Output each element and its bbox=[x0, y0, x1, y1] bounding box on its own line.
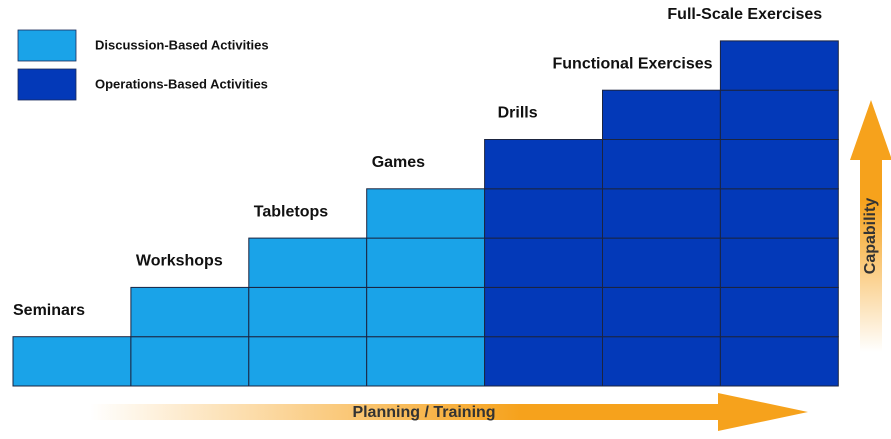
step-block bbox=[248, 237, 368, 288]
legend: Discussion-Based Activities Operations-Ba… bbox=[17, 29, 269, 101]
step-block bbox=[719, 188, 839, 239]
step-block bbox=[248, 286, 368, 338]
step-label: Workshops bbox=[136, 253, 223, 270]
step-block bbox=[366, 286, 486, 338]
x-arrow-label: Planning / Training bbox=[352, 404, 495, 421]
step-block bbox=[484, 139, 604, 190]
step-block bbox=[719, 89, 839, 140]
step-block bbox=[130, 336, 250, 387]
step-block bbox=[12, 336, 132, 387]
legend-label: Discussion-Based Activities bbox=[95, 37, 269, 52]
vertical-arrow bbox=[850, 100, 891, 352]
step-block bbox=[484, 286, 604, 338]
step-label: Functional Exercises bbox=[553, 55, 713, 72]
step-block bbox=[130, 286, 250, 338]
step-block bbox=[484, 336, 604, 387]
step-label: Full-Scale Exercises bbox=[667, 6, 822, 23]
step-block bbox=[602, 89, 721, 140]
step-block bbox=[719, 286, 839, 338]
step-label: Games bbox=[372, 154, 425, 171]
legend-label: Operations-Based Activities bbox=[95, 76, 268, 91]
step-block bbox=[602, 336, 721, 387]
step-label: Drills bbox=[498, 105, 538, 122]
step-block bbox=[602, 286, 721, 338]
step-block bbox=[484, 188, 604, 239]
horizontal-arrow bbox=[90, 393, 808, 431]
step-block bbox=[366, 336, 486, 387]
legend-swatch bbox=[17, 29, 77, 62]
step-block bbox=[602, 237, 721, 288]
step-block bbox=[366, 188, 486, 239]
step-block bbox=[719, 237, 839, 288]
step-block bbox=[602, 139, 721, 190]
step-block bbox=[719, 336, 839, 387]
step-label: Tabletops bbox=[254, 203, 328, 220]
step-block bbox=[366, 237, 486, 288]
step-block bbox=[248, 336, 368, 387]
legend-swatch bbox=[17, 68, 77, 101]
step-label: Seminars bbox=[13, 302, 85, 319]
staircase: Seminars Workshops Tabletops Games Drills Fun… bbox=[12, 6, 839, 387]
step-block bbox=[484, 237, 604, 288]
y-arrow-label: Capability bbox=[862, 198, 879, 275]
step-block bbox=[602, 188, 721, 239]
step-block bbox=[719, 139, 839, 190]
step-block bbox=[719, 40, 839, 91]
